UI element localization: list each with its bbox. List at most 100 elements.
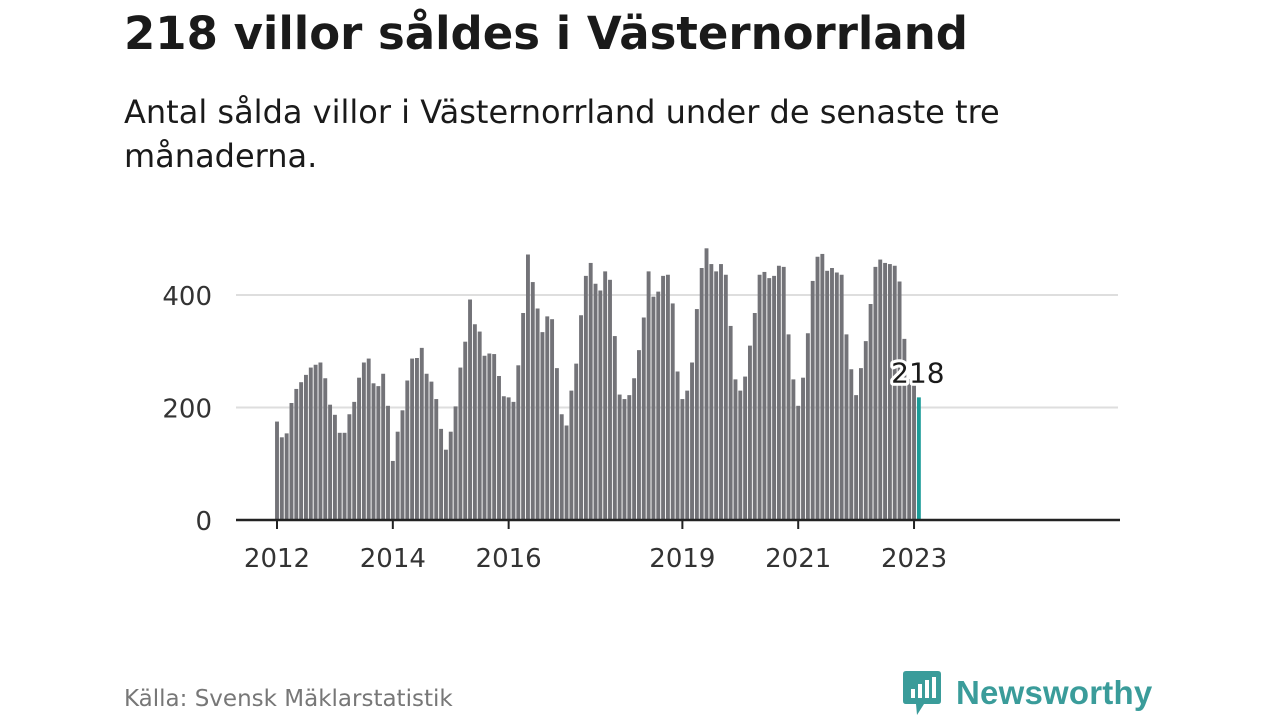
- bar: [574, 363, 579, 520]
- bar: [501, 396, 506, 520]
- bar: [434, 399, 439, 520]
- bar: [352, 401, 357, 520]
- bar: [521, 313, 526, 520]
- bar: [439, 428, 444, 520]
- bar: [665, 274, 670, 520]
- bar: [728, 325, 733, 520]
- bar: [492, 354, 497, 520]
- x-tick-label: 2016: [476, 544, 542, 574]
- bar: [516, 365, 521, 520]
- bar: [554, 368, 559, 520]
- bar: [405, 380, 410, 520]
- bar: [723, 274, 728, 520]
- bar: [559, 414, 564, 520]
- bar: [897, 281, 902, 520]
- bar: [482, 355, 487, 520]
- bar: [415, 358, 419, 520]
- bar: [757, 274, 762, 520]
- y-tick-label: 0: [195, 507, 212, 537]
- bar: [738, 390, 743, 520]
- bar: [381, 373, 386, 520]
- bar: [443, 449, 448, 520]
- bar: [598, 290, 603, 520]
- highlight-label-halo: 218: [891, 356, 944, 389]
- bar: [781, 266, 786, 520]
- bar: [400, 410, 405, 520]
- bar: [762, 271, 767, 520]
- y-tick-label: 200: [162, 395, 212, 425]
- bar: [550, 319, 555, 520]
- bar: [694, 309, 699, 520]
- x-tick-label: 2014: [360, 544, 426, 574]
- bar: [641, 317, 646, 520]
- bar: [487, 353, 492, 520]
- bar: [646, 271, 651, 520]
- bar: [801, 377, 805, 520]
- bar: [511, 401, 516, 520]
- bar: [656, 291, 661, 520]
- bar: [733, 379, 738, 520]
- bar: [815, 256, 820, 520]
- bar: [839, 274, 844, 520]
- bar: [289, 403, 294, 520]
- bar: [670, 303, 675, 520]
- bar: [868, 304, 873, 520]
- bar: [472, 324, 477, 520]
- bar: [530, 282, 535, 520]
- bar: [279, 437, 284, 520]
- bar: [714, 271, 719, 520]
- bar: [328, 404, 333, 520]
- source-note: Källa: Svensk Mäklarstatistik: [124, 686, 453, 712]
- bar: [323, 378, 328, 520]
- bar-highlight: [916, 397, 921, 520]
- brand[interactable]: Newsworthy: [902, 669, 1152, 717]
- bar: [347, 414, 352, 520]
- bar: [791, 379, 796, 520]
- bar: [892, 265, 897, 520]
- bar: [632, 378, 637, 520]
- brand-name: Newsworthy: [956, 674, 1153, 711]
- bar: [453, 406, 458, 520]
- x-tick-label: 2019: [649, 544, 715, 574]
- x-tick-label: 2023: [881, 544, 947, 574]
- bar: [651, 296, 656, 520]
- bar: [294, 388, 299, 520]
- bar: [361, 362, 366, 520]
- bar: [313, 364, 318, 520]
- bar: [719, 264, 723, 520]
- bar: [477, 331, 482, 520]
- bar: [849, 369, 854, 520]
- bar: [506, 397, 511, 520]
- bar: [308, 367, 313, 520]
- bar: [458, 367, 463, 520]
- bar: [887, 264, 892, 520]
- bar: [675, 371, 680, 520]
- bar: [612, 336, 617, 520]
- bar: [637, 350, 641, 520]
- bar: [854, 395, 859, 520]
- bar: [564, 425, 569, 520]
- bar: [752, 313, 757, 520]
- bar: [583, 275, 588, 520]
- bar: [810, 280, 815, 520]
- highlight-value-label: 218: [891, 356, 944, 389]
- bar: [834, 272, 839, 520]
- bar: [627, 395, 632, 520]
- bar: [912, 382, 916, 520]
- chart-title: 218 villor såldes i Västernorrland: [124, 7, 968, 60]
- bar: [588, 262, 593, 520]
- bar: [526, 254, 530, 520]
- bar: [569, 390, 574, 520]
- bar: [747, 345, 752, 520]
- bar: [796, 405, 801, 520]
- bar: [468, 299, 472, 520]
- bar: [825, 270, 830, 520]
- bar: [830, 268, 834, 520]
- bar: [902, 338, 907, 520]
- bar: [318, 362, 323, 520]
- bar: [603, 271, 608, 520]
- bars: [275, 248, 921, 520]
- x-tick-label: 2021: [765, 544, 831, 574]
